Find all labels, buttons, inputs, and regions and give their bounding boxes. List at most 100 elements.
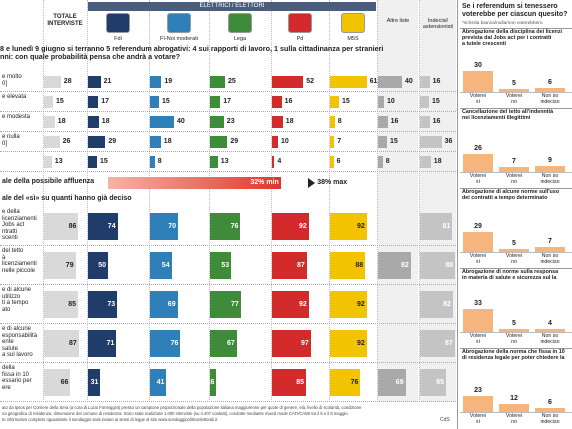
row-label: e elevata <box>2 94 27 100</box>
value-label: 97 <box>301 339 309 347</box>
value-label: 16 <box>432 78 441 85</box>
row-separator <box>0 171 456 172</box>
question-title: Cancellazione del tetto all'indennità ne… <box>462 109 554 121</box>
row-separator <box>0 131 456 132</box>
value-label: 87 <box>297 261 305 269</box>
value-label: 66 <box>60 378 69 386</box>
bar <box>44 136 60 148</box>
party-name: Pd <box>296 36 304 42</box>
footnote: to informativo completo riguardante il s… <box>2 417 218 422</box>
bar <box>210 369 217 396</box>
column-bar <box>499 403 529 412</box>
column-separator <box>271 0 272 402</box>
bar <box>44 369 71 396</box>
column-value: 9 <box>548 156 552 164</box>
electors-banner: ELETTRICI / ELETTORI <box>88 2 376 11</box>
bar <box>330 156 334 168</box>
value-label: 15 <box>390 138 398 145</box>
value-label: 15 <box>100 158 108 165</box>
value-label: 6 <box>336 158 341 165</box>
column-label: Voterei no <box>505 333 523 345</box>
bar <box>420 136 442 148</box>
baseline <box>460 332 572 333</box>
value-label: 79 <box>65 261 74 269</box>
value-label: 18 <box>433 158 442 165</box>
column-header: TOTALE INTERVISTE <box>47 14 83 27</box>
value-label: 92 <box>299 300 307 308</box>
bar <box>210 213 241 240</box>
row-label: del tetto à licenziamenti nelle piccole <box>2 248 37 274</box>
column-label: Non so indeciso <box>540 333 560 345</box>
value-label: 77 <box>231 300 239 308</box>
row-separator <box>0 323 456 324</box>
value-label: 25 <box>228 78 236 85</box>
value-label: 18 <box>57 118 66 125</box>
footnote: na geografica di residenza, dimensione d… <box>2 411 348 416</box>
value-label: 17 <box>223 98 231 105</box>
column-value: 5 <box>512 319 516 327</box>
value-label: 18 <box>163 138 172 145</box>
bar <box>150 330 181 357</box>
party-name: FI-Noi moderati <box>160 36 198 42</box>
column-separator <box>149 0 150 402</box>
bar <box>44 330 79 357</box>
bar <box>150 291 178 318</box>
block-separator <box>460 28 572 29</box>
value-label: 8 <box>385 158 390 165</box>
bar <box>210 96 221 108</box>
bar <box>210 330 237 357</box>
bar <box>44 116 55 128</box>
value-label: 4 <box>277 158 282 165</box>
value-label: 61 <box>369 78 378 85</box>
bar <box>150 96 159 108</box>
bar <box>88 330 117 357</box>
bar <box>88 136 106 148</box>
bar <box>210 156 218 168</box>
bar <box>44 76 61 88</box>
column-bar <box>463 231 493 252</box>
value-label: 92 <box>357 300 365 308</box>
value-label: 8 <box>157 158 162 165</box>
column-separator <box>87 0 88 402</box>
block-separator <box>460 108 572 109</box>
column-label: Non so indeciso <box>540 413 560 425</box>
panel-title: Se i referendum si tenessero voterebbe p… <box>462 3 568 18</box>
bar <box>272 330 311 357</box>
bar <box>378 96 384 108</box>
range-label: 32% min <box>250 179 279 186</box>
value-label: 88 <box>445 261 454 269</box>
column-value: 30 <box>474 62 482 69</box>
value-label: 65 <box>436 378 444 386</box>
value-label: 76 <box>350 378 359 386</box>
bar <box>210 76 225 88</box>
column-value: 5 <box>512 79 516 87</box>
column-value: 6 <box>548 78 552 86</box>
bar <box>330 252 366 279</box>
column-bar <box>499 167 529 172</box>
column-bar <box>535 87 565 92</box>
bar <box>420 116 430 128</box>
bar <box>378 116 388 128</box>
bar <box>210 252 232 279</box>
value-label: 40 <box>177 118 185 125</box>
bar <box>420 291 453 318</box>
block-separator <box>460 348 572 349</box>
panel-subtitle: *scheda bianca/nulla/non voterebbero <box>462 21 543 26</box>
row-label: e modesta <box>2 114 31 120</box>
bar <box>88 213 118 240</box>
party-name: M5S <box>347 36 359 42</box>
bar <box>44 252 76 279</box>
value-label: 18 <box>285 118 294 125</box>
baseline <box>460 252 572 253</box>
bar <box>378 76 402 88</box>
column-bar <box>499 88 529 92</box>
bar <box>420 156 431 168</box>
row-separator <box>0 91 456 92</box>
column-value: 23 <box>474 386 482 394</box>
bar <box>272 291 309 318</box>
bar <box>378 136 387 148</box>
bar <box>88 76 101 88</box>
bar <box>420 96 429 108</box>
column-value: 29 <box>474 222 482 230</box>
row-label: e nulla 0] <box>2 134 20 147</box>
